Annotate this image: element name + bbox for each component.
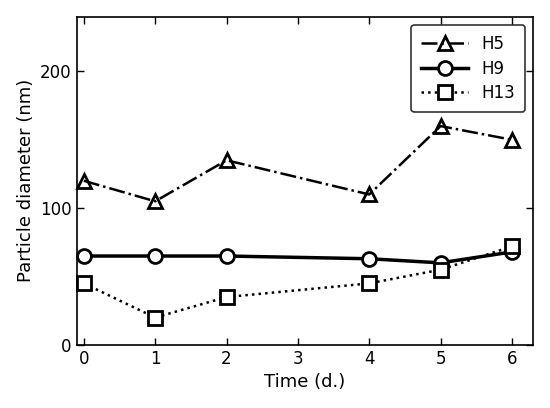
H5: [437, 124, 444, 129]
H9: [366, 256, 372, 261]
Line: H13: H13: [77, 239, 519, 324]
H5: [152, 199, 158, 204]
H9: [509, 249, 515, 254]
Y-axis label: Particle diameter (nm): Particle diameter (nm): [16, 79, 35, 282]
H13: [80, 281, 87, 286]
X-axis label: Time (d.): Time (d.): [265, 373, 345, 391]
Line: H9: H9: [77, 245, 519, 270]
H9: [223, 253, 230, 258]
H13: [437, 267, 444, 272]
H13: [223, 295, 230, 299]
H13: [509, 244, 515, 249]
H13: [366, 281, 372, 286]
H5: [80, 178, 87, 183]
H9: [152, 253, 158, 258]
H5: [509, 137, 515, 142]
H9: [437, 260, 444, 265]
H5: [366, 192, 372, 197]
H5: [223, 158, 230, 163]
Line: H5: H5: [77, 119, 519, 208]
H13: [152, 315, 158, 320]
Legend: H5, H9, H13: H5, H9, H13: [411, 25, 525, 112]
H9: [80, 253, 87, 258]
